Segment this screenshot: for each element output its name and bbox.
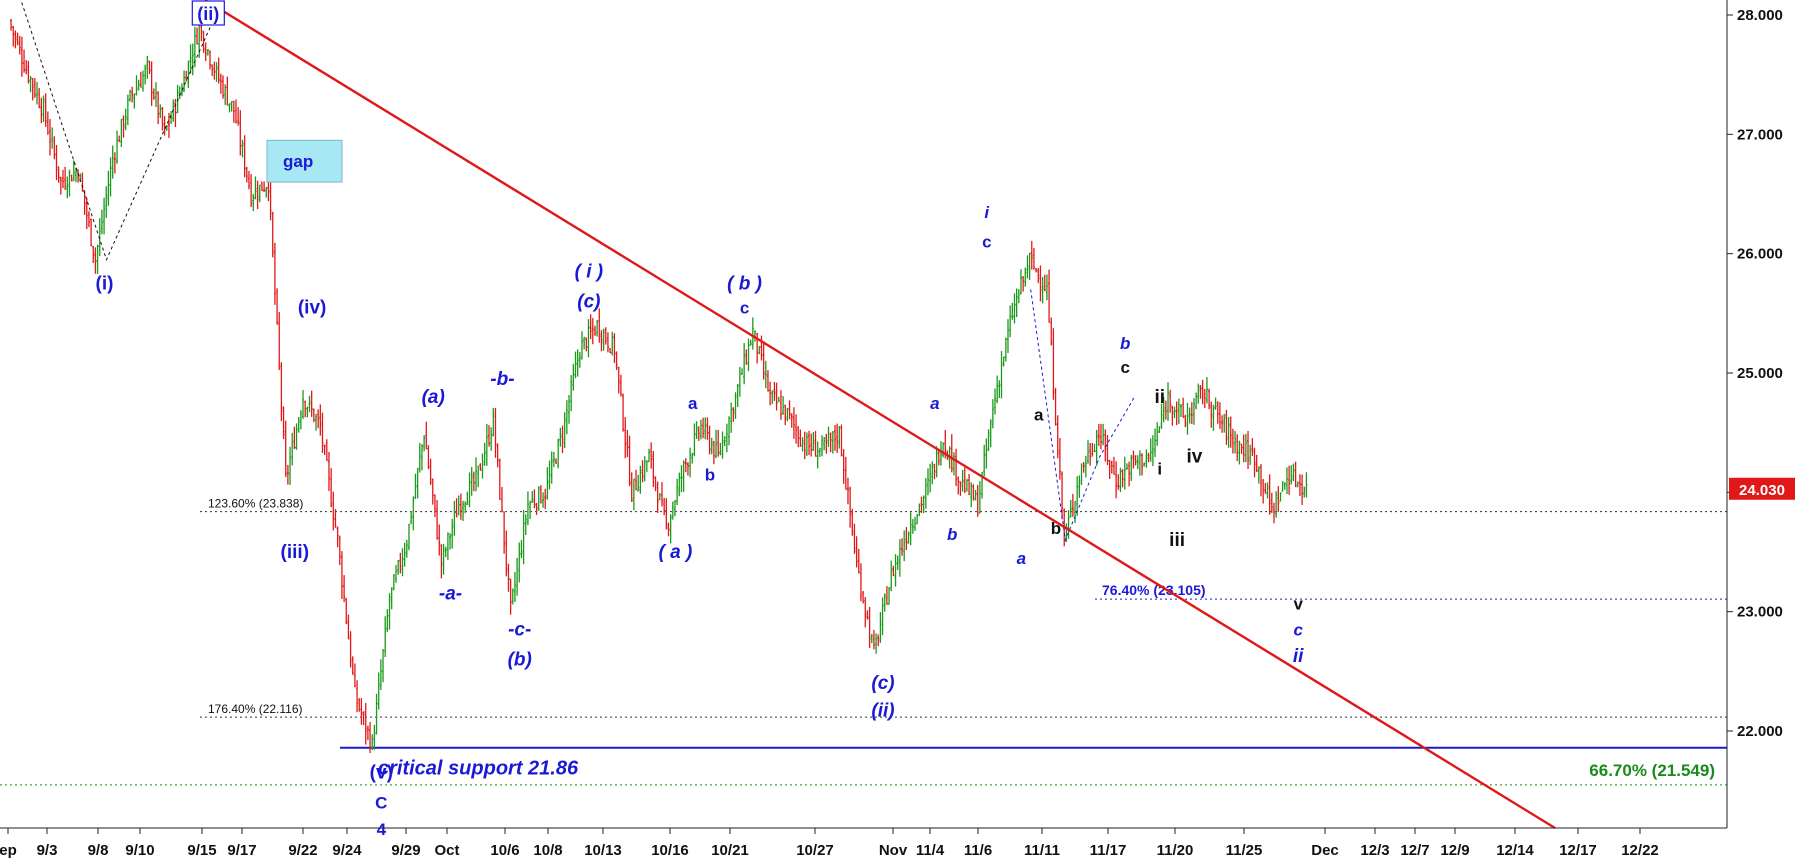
x-tick-label: 12/14 — [1496, 842, 1534, 859]
wave-label: C — [375, 794, 387, 813]
x-tick-label: 12/22 — [1621, 842, 1659, 859]
x-tick-label: 10/21 — [711, 842, 749, 859]
wave-label: (a) — [422, 387, 445, 408]
fib-level-123-label: 123.60% (23.838) — [208, 497, 303, 511]
x-tick-label: 12/7 — [1400, 842, 1429, 859]
x-tick-label: 11/4 — [916, 842, 945, 859]
x-tick-label: 11/20 — [1157, 842, 1194, 859]
y-tick-label: 25.000 — [1737, 365, 1783, 382]
x-tick-label: 11/17 — [1090, 842, 1127, 859]
x-tick-label: 10/13 — [584, 842, 622, 859]
x-tick-label: 9/10 — [125, 842, 154, 859]
wave-label: (v) — [370, 763, 393, 784]
x-tick-label: 10/8 — [533, 842, 562, 859]
wave-label: a — [1017, 549, 1026, 568]
wave-label: i — [1157, 459, 1162, 478]
x-tick-label: 11/6 — [964, 842, 992, 859]
wave-label-box — [191, 0, 225, 26]
x-tick-label: 9/22 — [288, 842, 317, 859]
x-tick-label: Oct — [434, 842, 459, 859]
x-tick-label: 9/24 — [332, 842, 362, 859]
wave-label: (iii) — [281, 542, 310, 563]
wave-label: (c) — [871, 673, 894, 694]
y-tick-label: 22.000 — [1737, 723, 1783, 740]
x-tick-label: 12/17 — [1559, 842, 1597, 859]
wave-label: b — [705, 465, 715, 484]
x-tick-label: 12/9 — [1440, 842, 1469, 859]
wave-label: b — [947, 525, 957, 544]
wave-label: iv — [1186, 447, 1202, 468]
current-price-badge — [1729, 477, 1795, 500]
downtrend-line — [204, 0, 1556, 830]
gap-label: gap — [283, 152, 313, 171]
wave-label: c — [1120, 358, 1129, 377]
wave-label: b — [1120, 334, 1130, 353]
wave-label: i — [984, 203, 990, 222]
y-tick-label: 23.000 — [1737, 604, 1783, 621]
x-tick-label: 9/8 — [88, 842, 109, 859]
wave-label: (iv) — [298, 297, 327, 318]
x-tick-label: 9/17 — [227, 842, 256, 859]
x-tick-label: 11/25 — [1226, 842, 1263, 859]
candles — [10, 16, 1308, 753]
wave-label: b — [1051, 519, 1061, 538]
wave-labels: (ii) (i) (iv) (iii) (v) C 4 (a) -a- -b- -c- (b) ( i … — [96, 0, 1304, 839]
x-tick-label: 9/3 — [37, 842, 58, 859]
wave-label: (ii) — [871, 701, 894, 722]
wave-label: (i) — [96, 273, 114, 294]
fib-level-176-label: 176.40% (22.116) — [208, 702, 303, 716]
critical-support-label: critical support 21.86 — [378, 758, 579, 780]
wave-label: (b) — [508, 649, 532, 670]
x-tick-label: ep — [0, 842, 17, 859]
wave-label: ii — [1293, 646, 1304, 667]
wave-label: c — [1293, 621, 1303, 640]
fib-levels: 123.60% (23.838) 176.40% (22.116) 76.40% (… — [0, 497, 1727, 786]
x-tick-label: 10/27 — [796, 842, 834, 859]
y-tick-label: 27.000 — [1737, 126, 1783, 143]
fib-level-66-label: 66.70% (21.549) — [1589, 761, 1715, 780]
wave-label: ii — [1155, 387, 1166, 408]
x-tick-label: Dec — [1311, 842, 1339, 859]
y-tick-label: 28.000 — [1737, 7, 1783, 24]
wave-label: (c) — [577, 291, 600, 312]
overlays: gap — [20, 0, 1556, 830]
y-tick-label: 26.000 — [1737, 246, 1783, 263]
wave-path-dotted — [20, 0, 211, 262]
current-price-label: 24.030 — [1739, 482, 1785, 499]
x-tick-label: 10/6 — [490, 842, 519, 859]
wave-label: -a- — [439, 584, 462, 605]
wave-label: v — [1293, 594, 1303, 613]
wave-label: (ii) — [197, 4, 219, 24]
wave-label: ( b ) — [727, 273, 762, 294]
wave-label: c — [982, 233, 991, 252]
x-tick-label: 12/3 — [1360, 842, 1389, 859]
fib-level-76-label: 76.40% (23.105) — [1102, 582, 1206, 598]
wave-label: a — [688, 394, 698, 413]
x-tick-label: Nov — [879, 842, 908, 859]
wave-label: 4 — [377, 820, 387, 839]
wave-path-blue — [1030, 289, 1135, 542]
x-tick-label: 11/11 — [1024, 842, 1060, 859]
wave-label: -b- — [490, 369, 514, 390]
wave-label: ( a ) — [659, 542, 693, 563]
wave-label: c — [740, 298, 749, 317]
wave-label: ( i ) — [575, 262, 604, 283]
wave-label: -c- — [508, 620, 531, 641]
gap-box — [266, 139, 343, 183]
x-tick-label: 9/15 — [187, 842, 216, 859]
wave-label: a — [930, 394, 939, 413]
wave-label: iii — [1169, 530, 1185, 551]
x-tick-label: 9/29 — [391, 842, 420, 859]
x-tick-label: 10/16 — [651, 842, 689, 859]
wave-label: a — [1034, 406, 1044, 425]
